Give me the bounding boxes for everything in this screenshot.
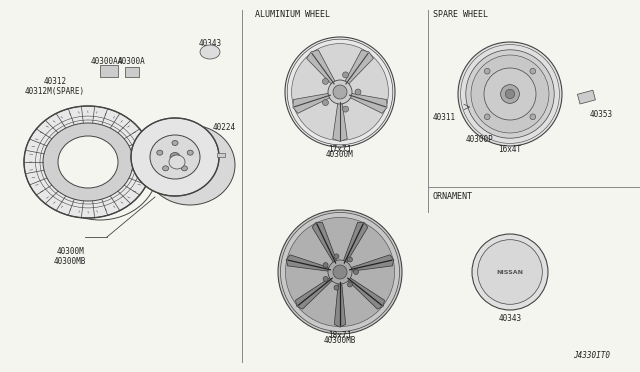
Text: NISSAN: NISSAN	[497, 269, 524, 275]
Text: ORNAMENT: ORNAMENT	[433, 192, 473, 201]
Circle shape	[506, 89, 515, 99]
Circle shape	[333, 265, 347, 279]
Text: 40343: 40343	[198, 39, 221, 48]
Ellipse shape	[200, 45, 220, 59]
Circle shape	[328, 80, 352, 104]
Circle shape	[323, 263, 328, 267]
Circle shape	[348, 282, 353, 287]
Ellipse shape	[172, 141, 178, 145]
Text: 40300AA: 40300AA	[91, 57, 123, 66]
Circle shape	[342, 106, 349, 112]
Circle shape	[292, 44, 388, 140]
Circle shape	[323, 276, 328, 282]
Polygon shape	[343, 50, 373, 87]
Bar	[125, 67, 139, 77]
Ellipse shape	[58, 136, 118, 188]
Text: J4330IT0: J4330IT0	[573, 351, 610, 360]
Ellipse shape	[145, 125, 235, 205]
Circle shape	[530, 114, 536, 120]
Circle shape	[471, 55, 549, 133]
Ellipse shape	[188, 150, 193, 155]
Circle shape	[285, 218, 394, 327]
Circle shape	[530, 68, 536, 74]
Circle shape	[323, 100, 328, 106]
Ellipse shape	[131, 118, 219, 196]
Ellipse shape	[163, 166, 168, 171]
Text: 40300M: 40300M	[326, 150, 354, 159]
Polygon shape	[342, 222, 368, 266]
Text: 40300A: 40300A	[118, 57, 146, 66]
Text: 40312
40312M(SPARE): 40312 40312M(SPARE)	[25, 77, 85, 96]
Circle shape	[484, 68, 490, 74]
Circle shape	[500, 85, 519, 103]
Bar	[100, 65, 118, 77]
Circle shape	[466, 50, 554, 138]
Text: 18x7J: 18x7J	[328, 331, 351, 340]
Text: 40224: 40224	[213, 122, 236, 131]
Text: 40300M
40300MB: 40300M 40300MB	[54, 247, 86, 266]
Circle shape	[323, 78, 328, 84]
Text: 40311: 40311	[433, 112, 456, 122]
Circle shape	[333, 85, 347, 99]
Circle shape	[348, 257, 353, 262]
Circle shape	[477, 240, 542, 304]
Circle shape	[334, 254, 339, 259]
Text: 40343: 40343	[499, 314, 522, 323]
Text: 40300MB: 40300MB	[324, 336, 356, 345]
Bar	[217, 153, 225, 157]
Circle shape	[355, 89, 361, 95]
Text: 17x7J: 17x7J	[328, 145, 351, 154]
Circle shape	[285, 37, 395, 147]
Circle shape	[458, 42, 562, 146]
Polygon shape	[296, 276, 335, 309]
Polygon shape	[307, 50, 337, 87]
Polygon shape	[293, 93, 333, 113]
Text: ALUMINIUM WHEEL: ALUMINIUM WHEEL	[255, 10, 330, 19]
Polygon shape	[334, 280, 346, 327]
Ellipse shape	[150, 135, 200, 179]
Polygon shape	[286, 255, 333, 272]
Text: 40353: 40353	[590, 109, 613, 119]
Text: SPARE WHEEL: SPARE WHEEL	[433, 10, 488, 19]
Polygon shape	[348, 255, 394, 272]
Polygon shape	[333, 100, 348, 141]
Text: 40300P: 40300P	[466, 135, 494, 144]
Polygon shape	[347, 93, 387, 113]
Ellipse shape	[24, 106, 152, 218]
Text: 16x4T: 16x4T	[499, 145, 522, 154]
Circle shape	[328, 260, 352, 284]
Bar	[577, 90, 595, 104]
Ellipse shape	[43, 123, 133, 201]
Ellipse shape	[181, 166, 188, 171]
Ellipse shape	[170, 153, 180, 161]
Circle shape	[334, 285, 339, 290]
Circle shape	[484, 68, 536, 120]
Polygon shape	[312, 222, 338, 266]
Circle shape	[484, 114, 490, 120]
Ellipse shape	[157, 150, 163, 155]
Circle shape	[472, 234, 548, 310]
Ellipse shape	[169, 155, 185, 169]
Circle shape	[353, 269, 358, 275]
Circle shape	[342, 72, 349, 78]
Polygon shape	[345, 276, 385, 309]
Circle shape	[278, 210, 402, 334]
